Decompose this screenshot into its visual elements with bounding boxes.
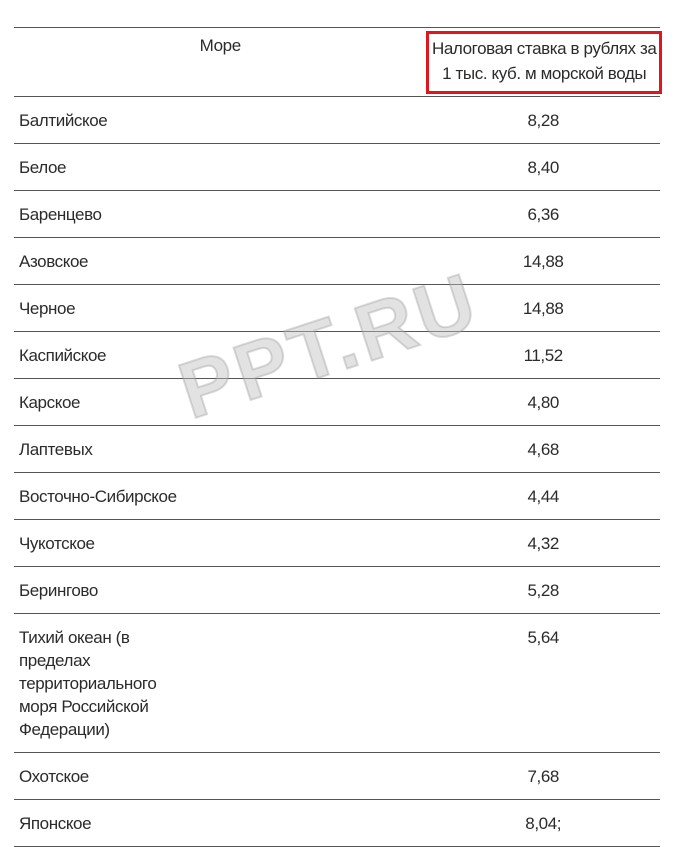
sea-name: Азовское <box>14 237 427 285</box>
sea-name: Каспийское <box>14 331 427 379</box>
table-row: Балтийское 8,28 <box>14 96 660 144</box>
sea-tax-rate-table: Море Налоговая ставка в рублях за 1 тыс.… <box>14 27 662 847</box>
sea-name: Восточно-Сибирское <box>14 472 427 520</box>
table-row: Карское 4,80 <box>14 378 660 426</box>
sea-name: Черное <box>14 284 427 332</box>
header-rate: Налоговая ставка в рублях за 1 тыс. куб.… <box>426 27 662 97</box>
sea-name: Лаптевых <box>14 425 427 473</box>
tax-rate: 4,68 <box>426 425 660 473</box>
tax-rate: 8,04; <box>426 799 660 847</box>
table-row: Берингово 5,28 <box>14 566 660 614</box>
sea-name: Карское <box>14 378 427 426</box>
sea-name: Баренцево <box>14 190 427 238</box>
table-row: Японское 8,04; <box>14 799 660 847</box>
sea-name: Японское <box>14 799 427 847</box>
table-header-row: Море Налоговая ставка в рублях за 1 тыс.… <box>14 27 662 97</box>
table-row: Баренцево 6,36 <box>14 190 660 238</box>
table-row: Лаптевых 4,68 <box>14 425 660 473</box>
table-row: Белое 8,40 <box>14 143 660 191</box>
tax-rate: 14,88 <box>426 237 660 285</box>
sea-name: Берингово <box>14 566 427 614</box>
table-row: Восточно-Сибирское 4,44 <box>14 472 660 520</box>
table-row: Черное 14,88 <box>14 284 660 332</box>
table-row: Чукотское 4,32 <box>14 519 660 567</box>
tax-rate: 5,64 <box>426 613 660 753</box>
table-row: Охотское 7,68 <box>14 752 660 800</box>
tax-rate: 7,68 <box>426 752 660 800</box>
tax-rate: 4,44 <box>426 472 660 520</box>
sea-name: Чукотское <box>14 519 427 567</box>
tax-rate: 5,28 <box>426 566 660 614</box>
tax-rate: 4,80 <box>426 378 660 426</box>
sea-name: Охотское <box>14 752 427 800</box>
tax-rate: 6,36 <box>426 190 660 238</box>
table-row: Тихий океан (в пределах территориального… <box>14 613 660 753</box>
tax-rate: 14,88 <box>426 284 660 332</box>
sea-name: Белое <box>14 143 427 191</box>
tax-rate: 11,52 <box>426 331 660 379</box>
tax-rate: 8,40 <box>426 143 660 191</box>
header-sea: Море <box>14 27 427 97</box>
tax-rate: 8,28 <box>426 96 660 144</box>
sea-name: Тихий океан (в пределах территориального… <box>14 613 427 753</box>
sea-name: Балтийское <box>14 96 427 144</box>
table-row: Каспийское 11,52 <box>14 331 660 379</box>
highlighted-header-rate: Налоговая ставка в рублях за 1 тыс. куб.… <box>426 31 662 94</box>
table-row: Азовское 14,88 <box>14 237 660 285</box>
tax-rate: 4,32 <box>426 519 660 567</box>
